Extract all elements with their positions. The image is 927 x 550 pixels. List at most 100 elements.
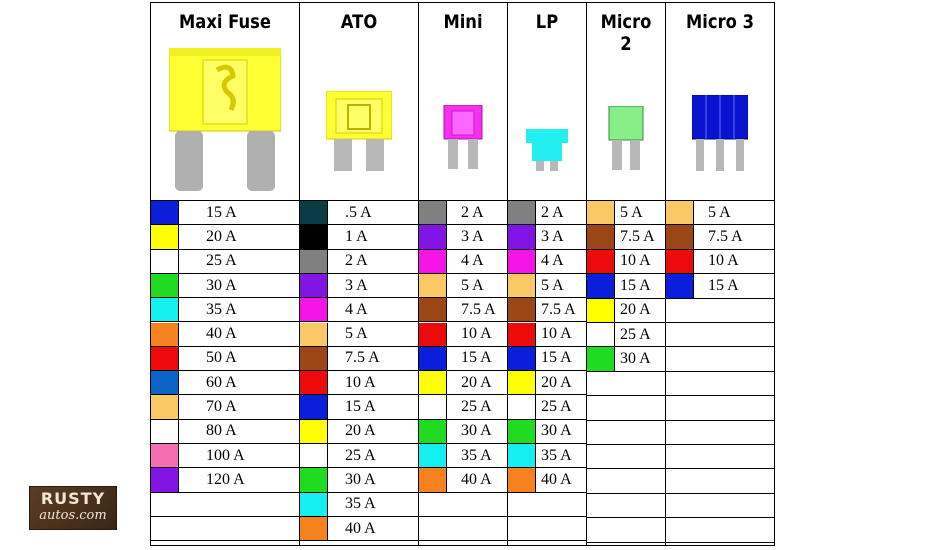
amp-rating: 25 A: [461, 398, 492, 416]
amp-rating: 30 A: [620, 350, 651, 368]
color-swatch: [508, 395, 536, 419]
rating-row: 3 A: [508, 225, 586, 250]
rating-row: 35 A: [151, 298, 299, 323]
rating-row: 10 A: [587, 249, 665, 275]
amp-rating: 35 A: [345, 495, 376, 513]
color-swatch: [508, 249, 536, 273]
color-swatch: [666, 201, 694, 225]
color-swatch: [587, 225, 615, 249]
amp-rating: 20 A: [541, 373, 572, 391]
color-swatch: [508, 371, 536, 395]
color-swatch: [587, 249, 615, 274]
empty-row: [419, 517, 507, 542]
rating-row: 100 A: [151, 444, 299, 469]
column-micro-3: Micro 3 5 A 7.5 A 10 A 15 A: [665, 2, 775, 546]
empty-row: [587, 494, 665, 519]
amp-rating: 4 A: [345, 300, 368, 318]
rating-row: 4 A: [419, 249, 507, 274]
amp-rating: 70 A: [206, 398, 237, 416]
color-swatch: [151, 468, 179, 492]
fuse-color-chart: Maxi Fuse 15 A 20 A 25 A 30 A 35 A 40 A 50 A 60 …: [150, 2, 775, 546]
amp-rating: 10 A: [345, 373, 376, 391]
column-header: Micro 2: [587, 3, 665, 201]
ato-fuse-icon: [325, 90, 393, 176]
rating-row: 15 A: [300, 395, 418, 420]
rating-row: 30 A: [300, 468, 418, 493]
rating-row: 25 A: [419, 395, 507, 420]
color-swatch: [151, 249, 179, 273]
amp-rating: 5 A: [620, 203, 643, 221]
color-swatch: [508, 468, 536, 492]
rating-row: 5 A: [587, 201, 665, 226]
color-swatch: [151, 273, 179, 298]
empty-row: [587, 372, 665, 397]
amp-rating: 15 A: [461, 349, 492, 367]
amp-rating: 60 A: [206, 373, 237, 391]
column-header: Mini: [419, 3, 507, 201]
color-swatch: [666, 249, 694, 274]
rating-row: 7.5 A: [419, 298, 507, 323]
amp-rating: 120 A: [206, 470, 245, 488]
color-swatch: [419, 444, 447, 468]
empty-row: [666, 469, 774, 494]
fuse-type-title: Mini: [443, 11, 483, 33]
amp-rating: 3 A: [461, 227, 484, 245]
rating-row: 3 A: [300, 273, 418, 299]
empty-row: [587, 421, 665, 445]
rating-row: 5 A: [666, 201, 774, 226]
empty-row: [508, 517, 586, 542]
color-swatch: [300, 249, 328, 273]
column-header: ATO: [300, 3, 418, 201]
amp-rating: 2 A: [461, 203, 484, 221]
color-swatch: [151, 225, 179, 249]
color-swatch: [300, 492, 328, 516]
color-swatch: [419, 201, 447, 225]
amp-rating: 5 A: [461, 276, 484, 294]
color-swatch: [508, 419, 536, 443]
rating-row: 15 A: [419, 346, 507, 372]
empty-row: [666, 445, 774, 470]
empty-row: [508, 493, 586, 517]
color-swatch: [300, 201, 328, 225]
color-swatch: [151, 346, 179, 371]
logo-line2: autos.com: [39, 508, 107, 523]
amp-rating: 40 A: [541, 470, 572, 488]
color-swatch: [300, 225, 328, 249]
color-swatch: [300, 346, 328, 371]
amp-rating: 20 A: [345, 422, 376, 440]
color-swatch: [151, 419, 179, 443]
amp-rating: 40 A: [461, 470, 492, 488]
rating-row: 10 A: [419, 322, 507, 347]
rating-row: 7.5 A: [666, 225, 774, 250]
column-lp: LP 2 A 3 A 4 A 5 A 7.5 A 10 A 15 A 20 A 25 A 30 A 3…: [507, 2, 587, 546]
empty-row: [666, 372, 774, 397]
color-swatch: [419, 249, 447, 273]
amp-rating: 7.5 A: [541, 300, 576, 318]
amp-rating: 35 A: [541, 446, 572, 464]
amp-rating: 1 A: [345, 227, 368, 245]
rating-row: 15 A: [508, 346, 586, 372]
rating-row: 25 A: [300, 444, 418, 469]
color-swatch: [419, 273, 447, 298]
color-swatch: [151, 395, 179, 419]
rating-row: 10 A: [508, 322, 586, 347]
empty-row: [587, 396, 665, 421]
amp-rating: 15 A: [541, 349, 572, 367]
rating-row: 25 A: [587, 323, 665, 348]
fuse-type-title: Micro 2: [600, 11, 652, 55]
amp-rating: 20 A: [206, 227, 237, 245]
rating-row: 10 A: [300, 371, 418, 396]
fuse-type-title: Maxi Fuse: [179, 11, 271, 33]
color-swatch: [151, 444, 179, 468]
amp-rating: 4 A: [461, 252, 484, 270]
rating-row: 7.5 A: [508, 298, 586, 323]
amp-rating: 10 A: [620, 252, 651, 270]
empty-row: [666, 323, 774, 348]
rating-row: 120 A: [151, 468, 299, 493]
column-header: LP: [508, 3, 586, 201]
rating-row: 35 A: [300, 492, 418, 517]
amp-rating: 30 A: [461, 422, 492, 440]
color-swatch: [587, 347, 615, 371]
amp-rating: 15 A: [620, 276, 651, 294]
empty-row: [666, 347, 774, 372]
